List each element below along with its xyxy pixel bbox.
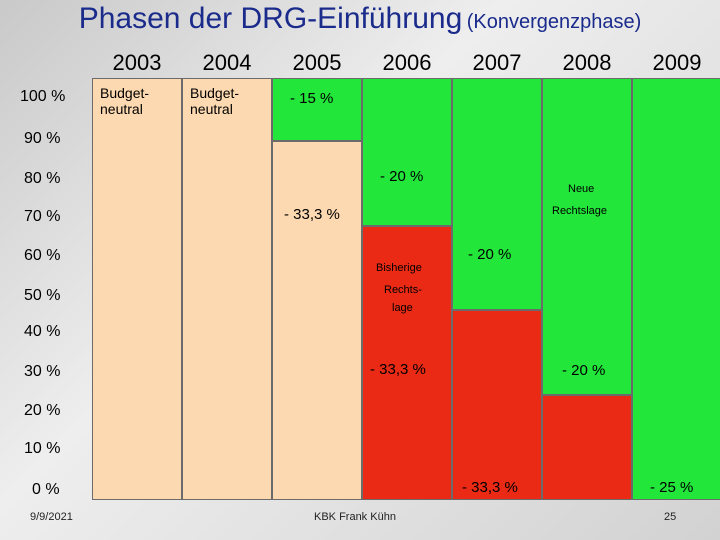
percent-label-5: 50 % [24, 287, 61, 304]
green-block-2009 [632, 78, 720, 500]
percent-label-8: 20 % [24, 402, 61, 419]
title-subtitle: (Konvergenzphase) [466, 11, 642, 33]
green-block-2006 [362, 78, 452, 226]
green-block-2007 [452, 78, 542, 311]
neutral-block-2004 [182, 78, 272, 500]
green-block-2005 [272, 78, 362, 142]
reduction-label-2005-a: - 15 % [290, 90, 334, 107]
reduction-label-2005-b: - 33,3 % [284, 206, 340, 223]
percent-label-6: 40 % [24, 323, 61, 340]
percent-label-0: 100 % [20, 88, 66, 105]
year-header-2004: 2004 [202, 50, 252, 75]
red-block-2006 [362, 225, 452, 500]
budget-neutral-label-2003: Budget- neutral [100, 85, 150, 117]
percent-label-3: 70 % [24, 208, 61, 225]
percent-label-1: 90 % [24, 130, 61, 147]
percent-label-2: 80 % [24, 170, 61, 187]
percent-label-9: 10 % [24, 440, 61, 457]
reduction-label-2006-b: - 33,3 % [370, 361, 426, 378]
footer-date: 9/9/2021 [30, 511, 73, 523]
year-header-2006: 2006 [382, 50, 432, 75]
reduction-label-2007-b: - 33,3 % [462, 479, 518, 496]
year-header-2008: 2008 [562, 50, 612, 75]
percent-label-4: 60 % [24, 247, 61, 264]
neutral-block-2005 [272, 141, 362, 500]
footer-author: KBK Frank Kühn [314, 511, 396, 523]
neutral-block-2003 [92, 78, 182, 500]
percent-label-7: 30 % [24, 363, 61, 380]
budget-neutral-label-2004: Budget- neutral [190, 85, 240, 117]
old-law-label-2: Rechts- [384, 284, 422, 296]
new-law-label-1: Neue [568, 183, 595, 195]
old-law-label-1: Bisherige [376, 262, 422, 274]
slide-title: Phasen der DRG-Einführung (Konvergenzpha… [0, 2, 720, 36]
percent-label-10: 0 % [32, 481, 60, 498]
year-header-2003: 2003 [112, 50, 162, 75]
red-block-2008 [542, 394, 632, 500]
footer-page: 25 [664, 511, 677, 523]
year-header-2009: 2009 [652, 50, 702, 75]
new-law-label-2: Rechtslage [552, 205, 608, 217]
reduction-label-2009: - 25 % [650, 479, 694, 496]
reduction-label-2008-a: - 20 % [562, 362, 606, 379]
reduction-label-2006-a: - 20 % [380, 168, 424, 185]
year-header-2007: 2007 [472, 50, 522, 75]
reduction-label-2007-a: - 20 % [468, 246, 512, 263]
old-law-label-3: lage [392, 302, 413, 314]
title-main: Phasen der DRG-Einführung [78, 2, 463, 35]
green-block-2008 [542, 78, 632, 395]
red-block-2007 [452, 310, 542, 500]
year-header-2005: 2005 [292, 50, 342, 75]
